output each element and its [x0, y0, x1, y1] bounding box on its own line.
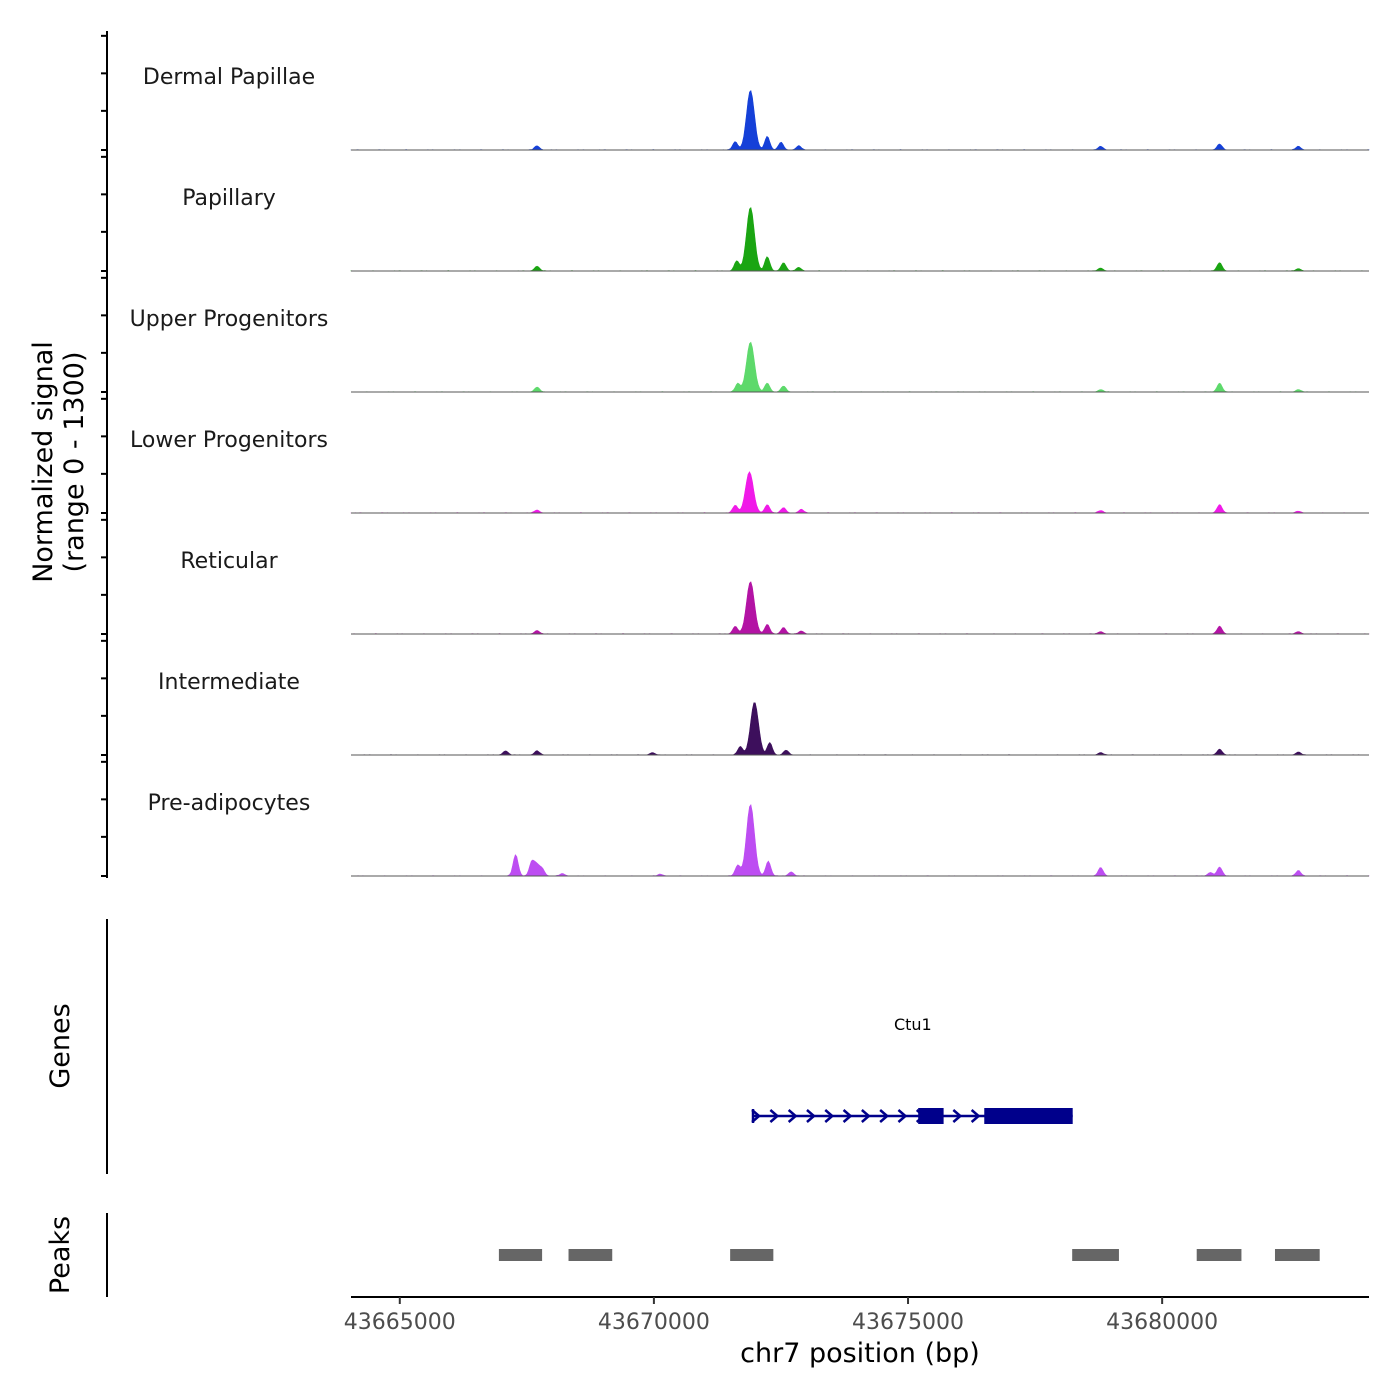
track-label: Intermediate: [158, 670, 300, 695]
x-tick-label: 43680000: [1106, 1310, 1218, 1335]
coverage-area: [351, 702, 1369, 756]
coverage-tracks: Dermal Papillae Papillary Upper Progenitor…: [101, 31, 1370, 878]
x-tick-label: 43675000: [852, 1310, 964, 1335]
strand-arrow: [879, 1109, 890, 1123]
peak-region: [1196, 1249, 1242, 1261]
peak-region: [1072, 1249, 1119, 1261]
track-label: Pre-adipocytes: [148, 791, 311, 816]
coverage-area: [351, 341, 1369, 393]
strand-arrow: [842, 1109, 853, 1123]
x-tick-label: 43665000: [344, 1310, 456, 1335]
peak-region: [730, 1249, 774, 1261]
coverage-area: [350, 581, 1370, 635]
strand-arrow: [806, 1109, 816, 1123]
gene-track: Genes Ctu1: [45, 919, 1073, 1174]
strand-arrow: [970, 1109, 981, 1123]
gene-exon: [984, 1108, 1073, 1124]
y-axis-title-line2: (range 0 - 1300): [59, 352, 90, 573]
coverage-area: [350, 803, 1370, 877]
strand-arrow: [769, 1109, 780, 1123]
coverage-area: [350, 207, 1370, 272]
strand-arrow: [897, 1109, 908, 1123]
genes-panel-label: Genes: [45, 1003, 76, 1088]
track-label: Dermal Papillae: [143, 65, 315, 90]
track-label: Reticular: [180, 549, 278, 574]
peak-region: [568, 1249, 613, 1261]
strand-arrow: [824, 1109, 835, 1123]
peak-track: Peaks: [45, 1213, 1320, 1297]
peak-region: [1274, 1249, 1320, 1261]
gene-label: Ctu1: [894, 1015, 932, 1034]
y-axis-title-line1: Normalized signal: [28, 341, 59, 583]
strand-arrow: [952, 1109, 963, 1123]
track-label: Papillary: [182, 186, 276, 211]
strand-arrow: [751, 1109, 761, 1123]
track-label: Upper Progenitors: [130, 307, 329, 332]
x-tick-label: 43670000: [598, 1310, 710, 1335]
x-axis-title: chr7 position (bp): [740, 1338, 980, 1369]
gene-exon: [918, 1108, 944, 1124]
strand-arrow: [861, 1109, 871, 1123]
track-label: Lower Progenitors: [130, 428, 328, 453]
strand-arrow: [787, 1109, 798, 1123]
peak-region: [498, 1249, 543, 1261]
peaks-panel-label: Peaks: [45, 1216, 76, 1294]
coverage-area: [350, 90, 1370, 151]
x-axis: chr7 position (bp) 43665000 43670000 43675…: [344, 1296, 1369, 1369]
coverage-area: [350, 471, 1370, 514]
